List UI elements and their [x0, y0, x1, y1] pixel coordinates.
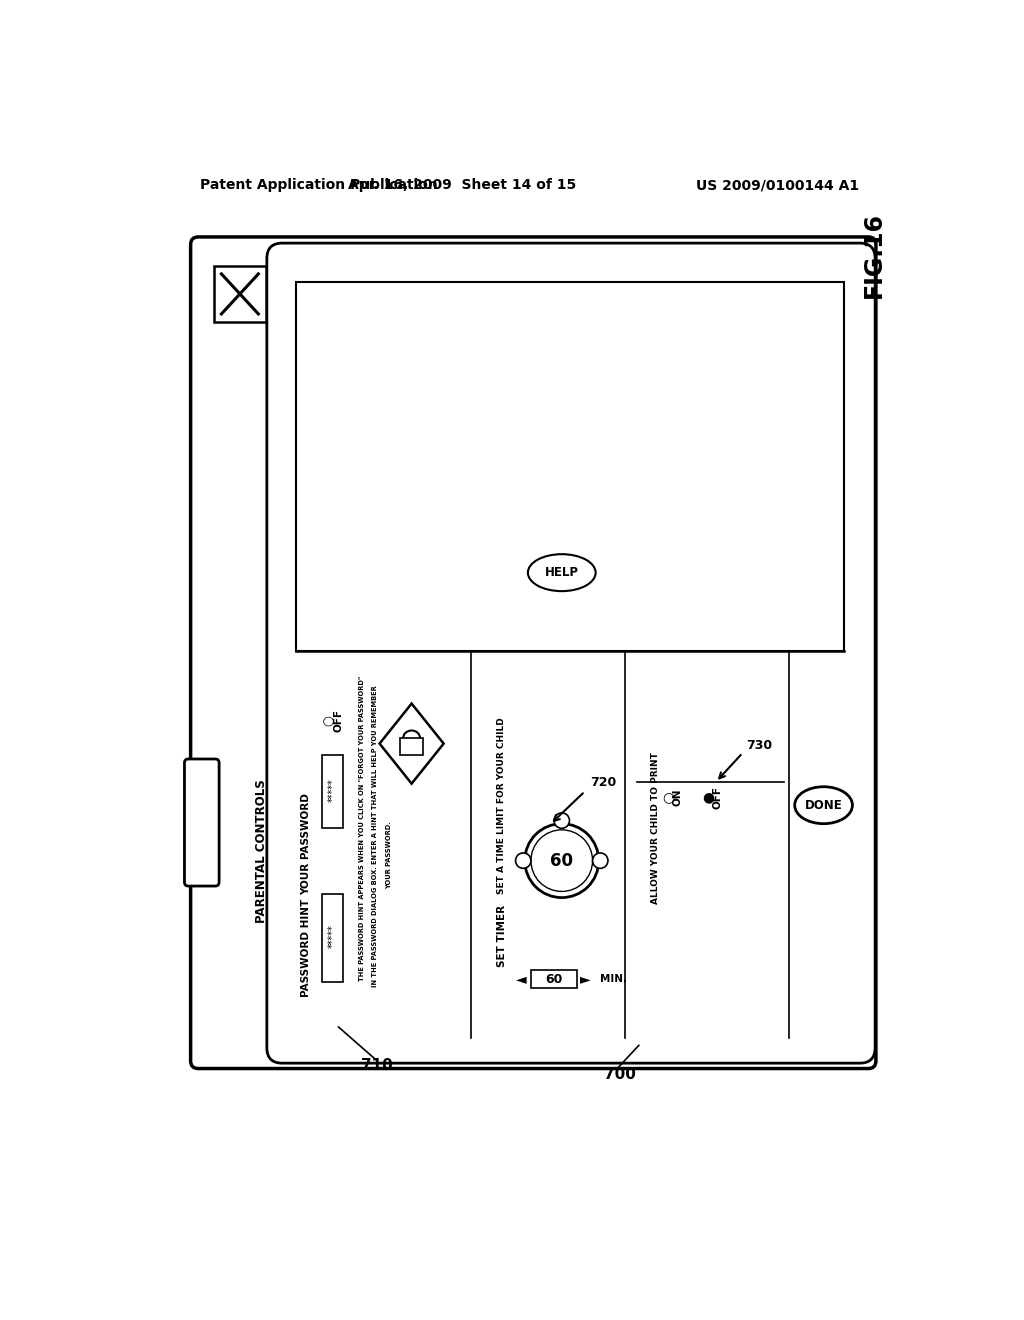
Text: *****: *****: [328, 777, 337, 801]
Text: MIN.: MIN.: [600, 974, 628, 985]
Text: ►: ►: [580, 973, 590, 986]
Text: 60: 60: [546, 973, 563, 986]
Text: ○: ○: [323, 715, 336, 726]
Text: YOUR PASSWORD.: YOUR PASSWORD.: [386, 821, 392, 890]
Circle shape: [531, 830, 593, 891]
Text: OFF: OFF: [713, 785, 722, 809]
Text: HELP: HELP: [545, 566, 579, 579]
Text: ON: ON: [673, 789, 682, 807]
Text: FIG.16: FIG.16: [861, 211, 886, 297]
Text: SET A TIME LIMIT FOR YOUR CHILD: SET A TIME LIMIT FOR YOUR CHILD: [498, 717, 506, 894]
Text: YOUR PASSWORD: YOUR PASSWORD: [301, 793, 311, 895]
Text: DONE: DONE: [805, 799, 843, 812]
Bar: [322, 755, 343, 829]
Text: Apr. 16, 2009  Sheet 14 of 15: Apr. 16, 2009 Sheet 14 of 15: [347, 178, 575, 193]
Text: 710: 710: [361, 1057, 393, 1073]
Text: 700: 700: [603, 1067, 636, 1082]
Bar: [296, 281, 845, 651]
Text: ●: ●: [323, 762, 336, 772]
Text: OFF: OFF: [334, 709, 343, 733]
Circle shape: [515, 853, 531, 869]
FancyBboxPatch shape: [190, 238, 876, 1069]
Ellipse shape: [528, 554, 596, 591]
Text: Patent Application Publication: Patent Application Publication: [200, 178, 437, 193]
Text: ●: ●: [702, 791, 714, 804]
Bar: [322, 894, 343, 982]
Text: ○: ○: [662, 791, 674, 804]
Polygon shape: [380, 704, 443, 784]
Text: 60: 60: [550, 851, 573, 870]
Circle shape: [524, 824, 599, 898]
Text: 720: 720: [590, 776, 616, 788]
FancyBboxPatch shape: [184, 759, 219, 886]
FancyBboxPatch shape: [267, 243, 876, 1063]
Circle shape: [554, 813, 569, 829]
Ellipse shape: [795, 787, 852, 824]
Text: ◄: ◄: [516, 973, 527, 986]
Text: PASSWORD HINT: PASSWORD HINT: [301, 899, 311, 997]
Text: ALLOW YOUR CHILD TO PRINT: ALLOW YOUR CHILD TO PRINT: [651, 752, 660, 904]
Text: IN THE PASSWORD DIALOG BOX. ENTER A HINT THAT WILL HELP YOU REMEMBER: IN THE PASSWORD DIALOG BOX. ENTER A HINT…: [373, 685, 379, 987]
Text: THE PASSWORD HINT APPEARS WHEN YOU CLICK ON "FORGOT YOUR PASSWORD": THE PASSWORD HINT APPEARS WHEN YOU CLICK…: [358, 676, 365, 981]
Text: SET TIMER: SET TIMER: [497, 906, 507, 968]
Text: PARENTAL CONTROLS: PARENTAL CONTROLS: [255, 780, 268, 923]
Text: *****: *****: [328, 924, 337, 948]
Text: US 2009/0100144 A1: US 2009/0100144 A1: [695, 178, 859, 193]
Bar: [214, 267, 266, 322]
Circle shape: [593, 853, 608, 869]
Text: 730: 730: [746, 739, 773, 751]
Bar: [531, 970, 578, 989]
Text: ON: ON: [334, 758, 343, 775]
Bar: [400, 738, 423, 755]
